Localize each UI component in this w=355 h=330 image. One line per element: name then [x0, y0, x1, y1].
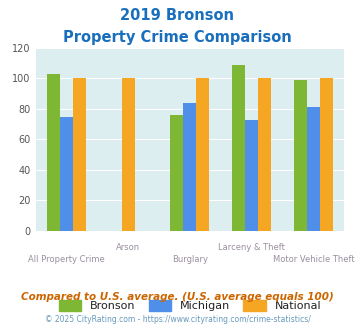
Bar — [196, 79, 209, 231]
Legend: Bronson, Michigan, National: Bronson, Michigan, National — [54, 295, 326, 315]
Bar — [122, 79, 135, 231]
Bar — [184, 103, 196, 231]
Bar — [47, 74, 60, 231]
Bar — [320, 79, 333, 231]
Text: Property Crime Comparison: Property Crime Comparison — [63, 30, 292, 45]
Text: Arson: Arson — [116, 243, 140, 252]
Bar — [245, 119, 258, 231]
Text: © 2025 CityRating.com - https://www.cityrating.com/crime-statistics/: © 2025 CityRating.com - https://www.city… — [45, 315, 310, 324]
Text: Burglary: Burglary — [172, 255, 208, 264]
Bar — [170, 115, 184, 231]
Bar — [258, 79, 271, 231]
Bar — [232, 65, 245, 231]
Text: All Property Crime: All Property Crime — [28, 255, 105, 264]
Text: Motor Vehicle Theft: Motor Vehicle Theft — [273, 255, 354, 264]
Text: Larceny & Theft: Larceny & Theft — [218, 243, 285, 252]
Text: Compared to U.S. average. (U.S. average equals 100): Compared to U.S. average. (U.S. average … — [21, 292, 334, 302]
Bar — [73, 79, 86, 231]
Bar — [60, 116, 73, 231]
Bar — [294, 80, 307, 231]
Bar — [307, 107, 320, 231]
Text: 2019 Bronson: 2019 Bronson — [120, 8, 235, 23]
